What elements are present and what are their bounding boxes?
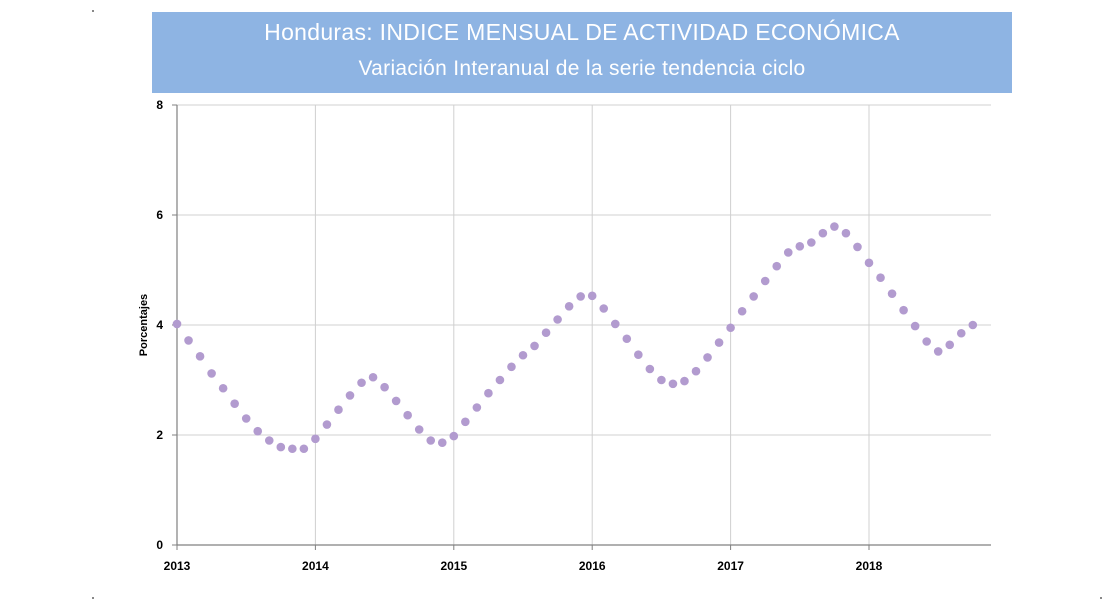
data-point xyxy=(195,352,205,361)
y-tick-label: 2 xyxy=(156,428,163,442)
data-point xyxy=(322,420,332,429)
data-point xyxy=(334,405,343,415)
data-point xyxy=(968,320,978,330)
stray-mark xyxy=(92,10,94,12)
data-point xyxy=(645,364,655,374)
data-point xyxy=(218,383,228,393)
data-point xyxy=(241,414,251,423)
data-point xyxy=(380,382,389,392)
x-tick-label: 2016 xyxy=(579,559,606,573)
data-point xyxy=(576,292,585,301)
data-point xyxy=(910,321,920,331)
data-point xyxy=(414,425,424,434)
data-point xyxy=(299,444,309,454)
x-tick-label: 2018 xyxy=(856,559,883,573)
data-points xyxy=(172,222,978,454)
data-point xyxy=(472,403,482,412)
data-point xyxy=(426,436,436,445)
data-point xyxy=(657,375,666,385)
axes xyxy=(172,104,991,550)
data-point xyxy=(933,347,943,356)
data-point xyxy=(184,336,193,345)
stray-mark xyxy=(1100,597,1102,599)
data-point xyxy=(853,242,862,252)
data-point xyxy=(587,291,597,301)
data-point xyxy=(703,353,712,362)
data-point xyxy=(530,341,539,351)
data-point xyxy=(691,366,701,376)
stray-mark xyxy=(92,597,94,599)
data-point xyxy=(622,334,632,344)
x-tick-label: 2014 xyxy=(302,559,329,573)
data-point xyxy=(368,372,378,382)
data-point xyxy=(956,328,966,338)
data-point xyxy=(495,375,505,385)
x-tick-labels: 2013 2014 2015 2016 2017 2018 xyxy=(164,559,883,573)
data-point xyxy=(391,396,401,406)
data-point xyxy=(207,369,216,378)
data-point xyxy=(899,305,908,315)
data-point xyxy=(634,350,643,360)
data-point xyxy=(807,238,816,247)
chart-subtitle: Variación Interanual de la serie tendenc… xyxy=(358,57,806,80)
data-point xyxy=(726,323,735,333)
x-tick-label: 2015 xyxy=(440,559,467,573)
data-point xyxy=(818,228,828,238)
data-point xyxy=(449,431,459,441)
data-point xyxy=(876,273,885,283)
data-point xyxy=(288,444,297,454)
chart-title: Honduras: INDICE MENSUAL DE ACTIVIDAD EC… xyxy=(264,19,900,45)
y-tick-label: 0 xyxy=(156,538,163,552)
y-axis-label: Porcentajes xyxy=(138,294,150,356)
data-point xyxy=(484,388,493,398)
data-point xyxy=(737,306,747,316)
data-point xyxy=(945,340,955,350)
data-point xyxy=(541,328,551,338)
data-point xyxy=(311,434,320,444)
data-point xyxy=(610,319,620,329)
data-point xyxy=(172,319,182,329)
data-point xyxy=(461,417,470,427)
data-point xyxy=(599,304,609,313)
y-tick-label: 6 xyxy=(156,208,163,222)
data-point xyxy=(830,222,839,231)
data-point xyxy=(749,292,758,301)
data-point xyxy=(553,315,562,324)
data-point xyxy=(403,410,412,420)
y-tick-labels: 0 2 4 6 8 xyxy=(156,98,163,552)
x-tick-label: 2017 xyxy=(717,559,744,573)
data-point xyxy=(714,338,724,347)
data-point xyxy=(680,376,689,386)
data-point xyxy=(230,399,239,408)
y-tick-label: 8 xyxy=(156,98,163,112)
data-point xyxy=(795,242,805,251)
x-tick-label: 2013 xyxy=(164,559,191,573)
data-point xyxy=(864,258,874,268)
data-point xyxy=(253,426,263,436)
data-point xyxy=(345,391,355,400)
data-point xyxy=(668,379,678,389)
data-point xyxy=(760,276,770,286)
data-point xyxy=(922,337,931,346)
y-tick-label: 4 xyxy=(156,318,163,332)
data-point xyxy=(783,248,793,257)
data-point xyxy=(276,442,286,452)
data-point xyxy=(564,302,574,311)
data-point xyxy=(437,438,447,448)
data-point xyxy=(841,228,851,238)
data-point xyxy=(887,289,897,298)
data-point xyxy=(357,378,366,388)
gridlines xyxy=(177,104,991,545)
data-point xyxy=(507,362,516,372)
data-point xyxy=(518,350,528,360)
data-point xyxy=(772,261,782,271)
data-point xyxy=(264,436,274,445)
chart-title-banner: Honduras: INDICE MENSUAL DE ACTIVIDAD EC… xyxy=(152,12,1012,93)
